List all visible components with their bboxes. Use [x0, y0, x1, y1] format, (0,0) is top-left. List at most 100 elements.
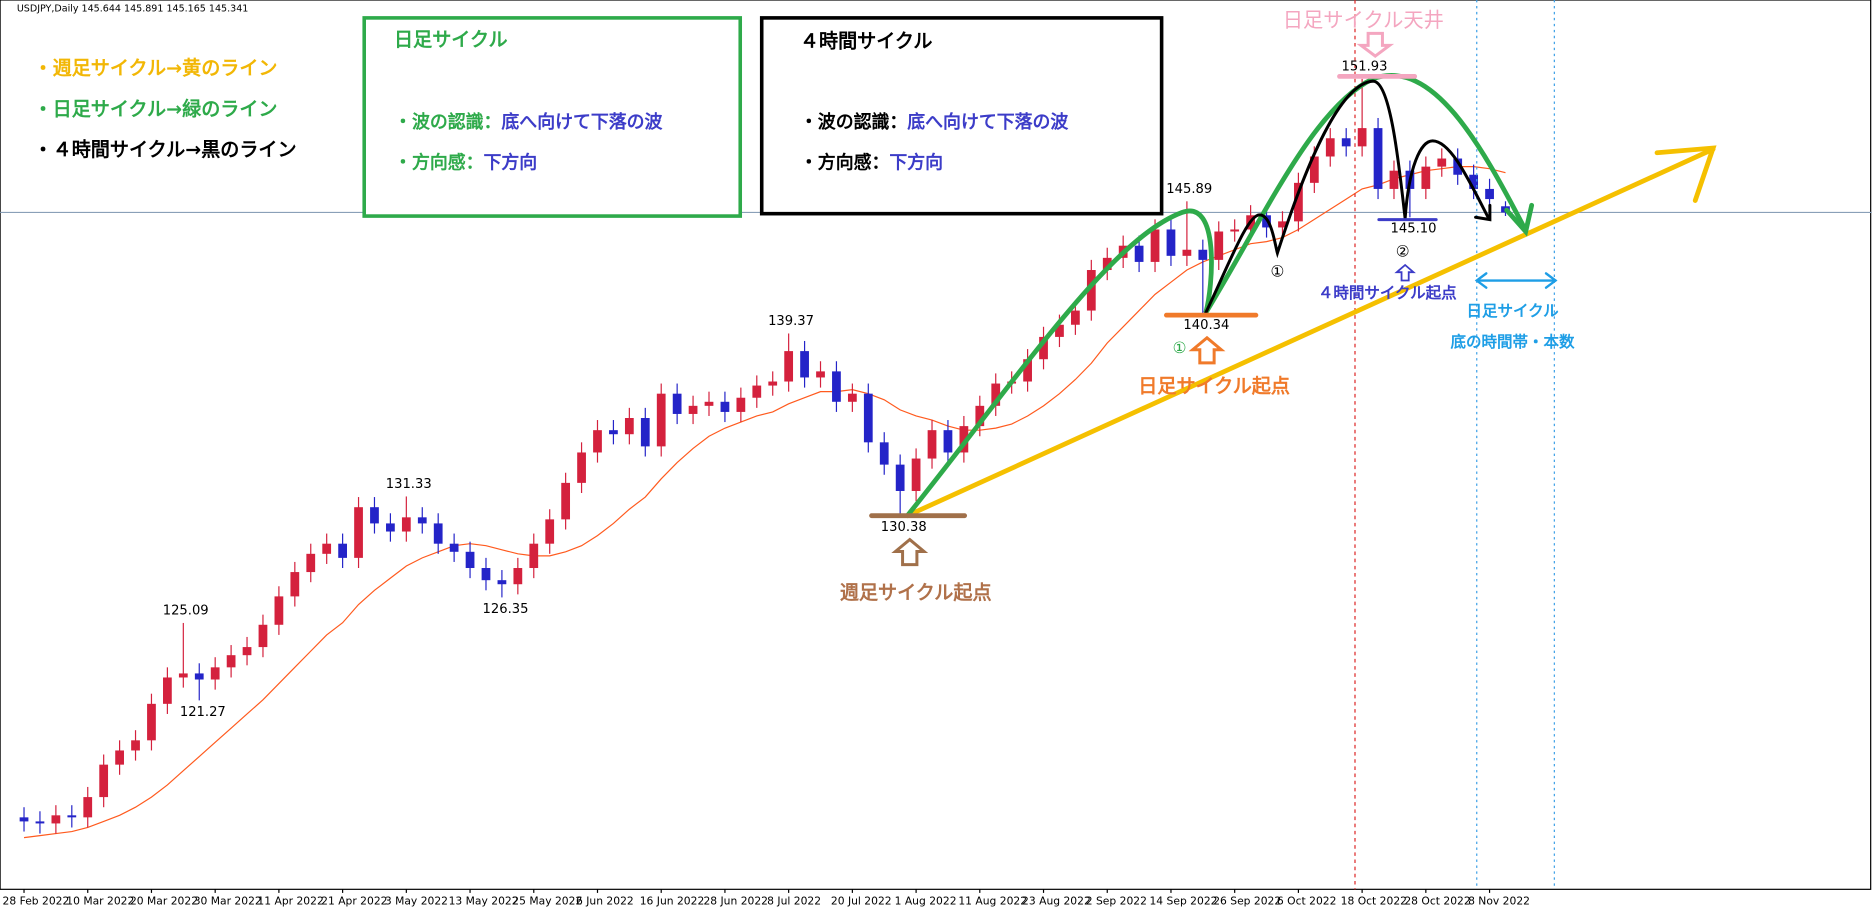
candle-body: [1357, 128, 1367, 147]
box-line: ・方向感：下方向: [800, 152, 943, 174]
candle-body: [640, 418, 650, 447]
x-tick-label: 20 Mar 2022: [130, 894, 198, 907]
annotation: 日足サイクル起点: [1138, 374, 1290, 397]
candle-body: [688, 405, 698, 414]
plot-frame: [0, 0, 1872, 890]
x-tick-label: 18 Oct 2022: [1341, 894, 1407, 907]
legend-text: ・週足サイクル→黄のライン: [34, 57, 278, 80]
candle-body: [1341, 138, 1351, 147]
x-tick-label: 14 Sep 2022: [1149, 894, 1217, 907]
candle-body: [1325, 138, 1335, 157]
candle-body: [672, 393, 682, 414]
x-tick-label: 1 Aug 2022: [895, 894, 957, 907]
down-arrow: [1356, 31, 1395, 58]
price-label: 130.38: [881, 520, 927, 535]
candle-body: [354, 507, 363, 558]
candle-body: [1102, 257, 1112, 271]
x-tick-label: 20 Jul 2022: [831, 894, 892, 907]
label: ・方向感：: [394, 152, 483, 174]
box-line: ・方向感：下方向: [394, 152, 537, 174]
candle-body: [1182, 249, 1192, 256]
candle-body: [258, 624, 268, 648]
candle-body: [163, 677, 172, 704]
info-box: [362, 16, 743, 218]
candle-body: [481, 568, 491, 581]
symbol: USDJPY,Daily: [17, 3, 79, 14]
candle-body: [1086, 270, 1096, 311]
candle-body: [911, 458, 921, 491]
x-tick-label: 8 Nov 2022: [1468, 894, 1530, 907]
value: 底へ向けて下落の波: [907, 111, 1068, 133]
arrow-head: [1544, 272, 1558, 289]
x-tick-label: 10 Mar 2022: [66, 894, 134, 907]
candle-body: [1453, 158, 1463, 175]
candle-body: [306, 553, 316, 573]
candle-body: [147, 703, 156, 741]
candle-body: [624, 418, 634, 435]
candle-body: [417, 517, 427, 524]
chart-header: USDJPY,Daily 145.644 145.891 145.165 145…: [17, 3, 248, 14]
annotation: 底の時間帯・本数: [1451, 332, 1576, 351]
header-low: 145.165: [166, 3, 205, 14]
candle-body: [863, 393, 873, 443]
price-label: 121.27: [180, 705, 226, 720]
candle-body: [1214, 231, 1224, 260]
annotation: ①: [1173, 339, 1187, 357]
annotation: 日足サイクル天井: [1283, 8, 1444, 32]
value: 底へ向けて下落の波: [501, 111, 662, 133]
x-tick-label: 2 Sep 2022: [1086, 894, 1147, 907]
candle-body: [832, 371, 841, 402]
candle-body: [736, 397, 746, 412]
x-tick-label: 8 Jul 2022: [767, 894, 821, 907]
candle-body: [1198, 249, 1208, 260]
x-tick-label: 11 Aug 2022: [958, 894, 1027, 907]
candle-body: [290, 572, 300, 597]
x-tick-label: 11 Apr 2022: [257, 894, 323, 907]
candle-body: [1373, 128, 1383, 189]
4h-cycle-curve: [1204, 79, 1491, 315]
candle-body: [927, 430, 937, 459]
candle-body: [35, 821, 45, 824]
annotation: ①: [1270, 263, 1284, 281]
candle-body: [1039, 336, 1048, 360]
candle-body: [1485, 188, 1494, 200]
candle-body: [19, 817, 29, 822]
candle-body: [465, 551, 475, 569]
box-line: ・波の認識：底へ向けて下落の波: [800, 111, 1068, 133]
x-tick-label: 23 Aug 2022: [1022, 894, 1091, 907]
candle-body: [545, 519, 555, 544]
candle-body: [529, 543, 539, 569]
candle-body: [386, 523, 395, 532]
value: 下方向: [889, 152, 943, 174]
candle-body: [959, 426, 969, 453]
label: ・方向感：: [800, 152, 889, 174]
candle-body: [1150, 229, 1160, 262]
candle-body: [609, 430, 618, 435]
legend-text: ・４時間サイクル→黒のライン: [34, 138, 297, 161]
annotation: ４時間サイクル起点: [1318, 283, 1457, 302]
header-open: 145.644: [82, 3, 121, 14]
candle-body: [338, 543, 347, 558]
price-label: 125.09: [163, 604, 209, 619]
legend-text: ・日足サイクル→緑のライン: [34, 97, 278, 120]
candle-body: [1294, 182, 1303, 222]
weekly-trend-line: [904, 146, 1716, 519]
x-tick-label: 28 Oct 2022: [1404, 894, 1470, 907]
candle-body: [991, 383, 1001, 406]
candle-body: [1469, 174, 1479, 189]
info-box: [759, 16, 1164, 216]
candle-body: [1309, 156, 1319, 183]
candle-body: [1071, 310, 1080, 325]
candle-body: [497, 580, 507, 585]
price-label: 151.93: [1342, 59, 1388, 74]
candle-body: [1421, 166, 1431, 189]
candle-body: [847, 393, 857, 402]
candle-body: [449, 543, 459, 552]
candle-body: [131, 740, 140, 751]
candle-body: [370, 507, 379, 524]
candle-body: [1055, 324, 1064, 337]
x-tick-label: 6 Jun 2022: [576, 894, 634, 907]
price-label: 126.35: [483, 602, 529, 617]
candle-body: [210, 667, 220, 680]
candle-body: [800, 351, 809, 378]
